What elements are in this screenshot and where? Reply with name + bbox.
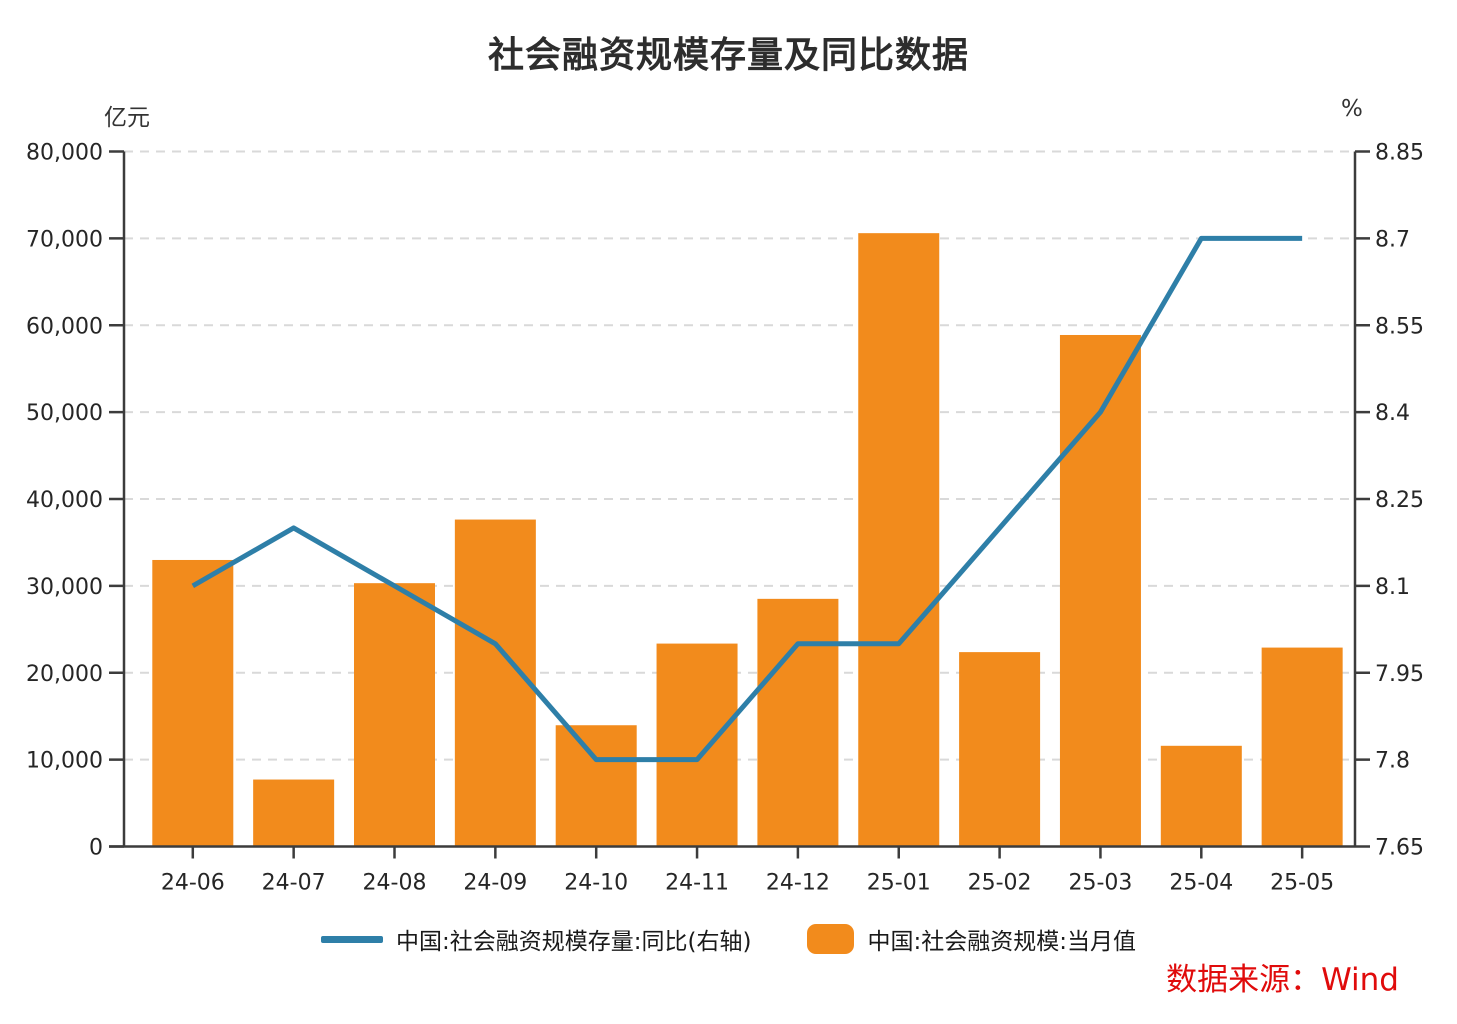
bar-series-swatch-icon — [807, 924, 855, 954]
bar-24-10 — [555, 725, 637, 847]
left-axis-tick-label: 80,000 — [26, 141, 103, 166]
bar-24-11 — [656, 643, 738, 847]
legend-label: 中国:社会融资规模:当月值 — [867, 929, 1136, 955]
x-axis-tick-label: 25-03 — [1068, 871, 1132, 896]
left-axis-tick-label: 0 — [89, 836, 103, 861]
right-axis-tick-label: 8.25 — [1375, 488, 1424, 513]
right-axis-tick-label: 8.7 — [1375, 227, 1410, 252]
left-axis-tick-label: 10,000 — [26, 749, 103, 774]
bar-24-09 — [454, 519, 536, 847]
line-series — [191, 235, 1303, 763]
bar-25-02 — [959, 652, 1041, 847]
right-axis-unit-label: % — [1341, 96, 1363, 122]
legend-item-bar-series: 中国:社会融资规模:当月值 — [807, 922, 1136, 956]
bar-25-01 — [858, 233, 940, 847]
x-axis-tick-label: 25-01 — [867, 871, 931, 896]
legend-item-line-series: 中国:社会融资规模存量:同比(右轴) — [321, 922, 751, 956]
x-axis-tick-label: 24-10 — [564, 871, 628, 896]
right-axis-tick-label: 8.4 — [1375, 401, 1410, 426]
left-axis-tick-label: 30,000 — [26, 575, 103, 600]
bar-25-03 — [1059, 334, 1141, 847]
bar-24-06 — [152, 559, 234, 847]
left-axis-tick-label: 70,000 — [26, 227, 103, 252]
right-axis-tick-label: 8.85 — [1375, 141, 1424, 166]
bar-24-12 — [757, 598, 839, 847]
left-axis-tick-label: 20,000 — [26, 662, 103, 687]
x-axis-tick-label: 25-04 — [1169, 871, 1233, 896]
right-axis-tick-label: 8.55 — [1375, 314, 1424, 339]
right-axis-tick-label: 7.65 — [1375, 836, 1424, 861]
x-axis-tick-label: 24-12 — [766, 871, 830, 896]
bar-25-05 — [1261, 647, 1343, 847]
left-axis-tick-label: 40,000 — [26, 488, 103, 513]
left-axis-tick-label: 50,000 — [26, 401, 103, 426]
bar-24-07 — [253, 779, 335, 847]
chart-legend: 中国:社会融资规模存量:同比(右轴) 中国:社会融资规模:当月值 — [0, 916, 1457, 962]
chart-title: 社会融资规模存量及同比数据 — [487, 35, 969, 76]
bar-24-08 — [354, 583, 435, 847]
data-source-label: 数据来源：Wind — [1166, 962, 1399, 998]
x-axis-tick-label: 24-07 — [262, 871, 326, 896]
x-axis-tick-label: 24-08 — [363, 871, 427, 896]
x-axis-tick-label: 25-05 — [1270, 871, 1334, 896]
right-axis-tick-label: 7.8 — [1375, 749, 1410, 774]
x-axis-tick-label: 24-11 — [665, 871, 729, 896]
right-axis-tick-label: 7.95 — [1375, 662, 1424, 687]
line-series-swatch-icon — [321, 935, 384, 943]
x-axis-tick-label: 25-02 — [968, 871, 1032, 896]
x-axis-tick-label: 24-06 — [161, 871, 225, 896]
x-axis-tick-label: 24-09 — [463, 871, 527, 896]
right-axis-tick-label: 8.1 — [1375, 575, 1410, 600]
left-axis-tick-label: 60,000 — [26, 314, 103, 339]
left-axis-unit-label: 亿元 — [104, 105, 150, 131]
bar-25-04 — [1160, 745, 1242, 847]
legend-label: 中国:社会融资规模存量:同比(右轴) — [396, 929, 752, 955]
